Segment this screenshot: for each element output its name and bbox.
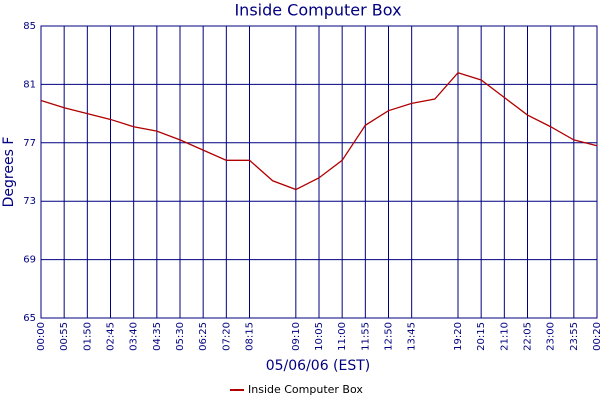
x-tick-label: 08:15 [245, 322, 256, 351]
x-tick-label: 00:20 [592, 322, 600, 351]
legend-label: Inside Computer Box [248, 383, 363, 396]
y-tick-label: 81 [23, 79, 36, 90]
x-tick-label: 09:10 [291, 322, 302, 351]
x-tick-label: 23:00 [546, 322, 557, 351]
x-tick-label: 02:45 [106, 322, 117, 351]
y-tick-label: 73 [23, 196, 36, 207]
x-tick-label: 01:50 [82, 322, 93, 351]
x-tick-label: 03:40 [129, 322, 140, 351]
x-tick-label: 13:45 [407, 322, 418, 351]
x-tick-label: 20:15 [476, 322, 487, 351]
x-tick-label: 21:10 [499, 322, 510, 351]
chart-title: Inside Computer Box [234, 1, 401, 20]
x-tick-label: 06:25 [198, 322, 209, 351]
x-tick-label: 11:55 [360, 322, 371, 351]
x-tick-label: 12:50 [384, 322, 395, 351]
line [40, 71, 598, 191]
x-axis-label: 05/06/06 (EST) [266, 358, 371, 374]
x-tick-label: 23:55 [569, 322, 580, 351]
y-axis-label: Degrees F [1, 137, 17, 208]
x-tick-label: 11:00 [337, 322, 348, 351]
x-tick-label: 05:30 [175, 322, 186, 351]
x-tick-label: 10:05 [314, 322, 325, 351]
y-tick-label: 85 [23, 21, 36, 32]
x-tick-label: 19:20 [453, 322, 464, 351]
x-tick-label: 00:55 [59, 322, 70, 351]
x-tick-label: 07:20 [221, 322, 232, 351]
y-tick-label: 77 [23, 138, 36, 149]
x-tick-label: 22:05 [523, 322, 534, 351]
x-tick-label: 00:00 [36, 322, 47, 351]
y-tick-label: 69 [23, 255, 36, 266]
x-tick-label: 04:35 [152, 322, 163, 351]
y-tick-label: 65 [23, 313, 36, 324]
